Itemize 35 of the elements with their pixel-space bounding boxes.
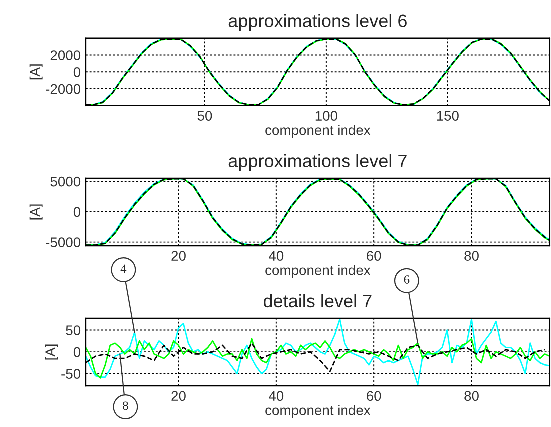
x-tick-label: 60 (367, 391, 382, 402)
annotation: 8 (123, 402, 128, 410)
x-tick-label: 40 (269, 391, 284, 402)
x-tick-label: 80 (464, 391, 479, 402)
y-axis-title: [A] (30, 64, 43, 80)
annotation: 4 (120, 264, 127, 273)
y-tick-label: 5000 (50, 176, 81, 187)
y-axis-title: [A] (45, 344, 58, 360)
x-tick-label: 20 (172, 391, 186, 402)
x-axis-title: component index (266, 125, 371, 138)
x-tick-label: 80 (464, 251, 479, 262)
x-tick-label: 40 (269, 251, 284, 262)
line-series (86, 178, 550, 246)
y-axis-title: [A] (30, 204, 43, 220)
chart-title: approximations level 7 (228, 154, 407, 172)
annotation: 6 (404, 276, 410, 284)
line-series (86, 338, 550, 379)
chart-title: approximations level 6 (228, 14, 407, 32)
y-tick-label: 0 (74, 207, 81, 218)
y-tick-label: -5000 (46, 238, 81, 248)
x-tick-label: 50 (198, 111, 212, 121)
x-tick-label: 100 (316, 111, 338, 121)
line-series (86, 318, 550, 386)
y-tick-label: -50 (62, 369, 81, 379)
y-tick-label: -2000 (46, 84, 81, 94)
y-tick-label: 50 (66, 326, 81, 336)
y-tick-label: 0 (74, 347, 81, 358)
y-tick-label: 0 (74, 67, 81, 78)
x-axis-title: component index (266, 405, 371, 418)
x-tick-label: 20 (172, 251, 186, 262)
x-axis-title: component index (266, 265, 371, 278)
x-tick-label: 60 (367, 251, 382, 262)
y-tick-label: 2000 (50, 50, 81, 60)
x-tick-label: 150 (437, 111, 459, 121)
chart-title: details level 7 (264, 294, 372, 308)
